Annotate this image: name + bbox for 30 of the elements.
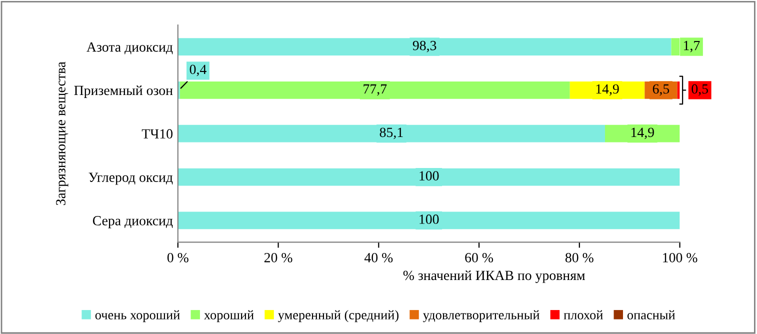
data-label: 0,4 — [190, 64, 206, 76]
x-tick-label: 20 % — [264, 252, 292, 262]
legend-label: плохой — [564, 310, 603, 320]
y-tick-label: Азота диоксид — [86, 42, 173, 54]
legend-label: очень хороший — [95, 310, 180, 322]
data-label: 14,9 — [631, 128, 654, 140]
y-axis-title: Загрязняющие вещества — [56, 62, 68, 206]
data-label: 0,5 — [692, 84, 708, 96]
legend-label: опасный — [627, 310, 676, 320]
y-tick-label: ТЧ10 — [142, 129, 173, 139]
x-tick-label: 80 % — [565, 252, 594, 262]
y-tick-label: Приземный озон — [74, 85, 173, 98]
data-label: 98,3 — [412, 40, 436, 52]
data-label: 14,9 — [596, 84, 619, 96]
y-tick-label: Сера диоксид — [92, 216, 173, 228]
data-label: 100 — [420, 171, 439, 180]
data-label: 77,7 — [364, 84, 387, 96]
data-label: 1,7 — [684, 40, 700, 52]
data-label: 6,5 — [652, 84, 670, 96]
x-tick-label: 40 % — [364, 252, 393, 262]
x-tick-label: 100 % — [663, 252, 698, 262]
x-tick-label: 60 % — [465, 252, 494, 262]
data-label: 85,1 — [380, 128, 403, 140]
data-label: 100 — [420, 214, 439, 224]
y-tick-label: Углерод оксид — [88, 172, 173, 185]
legend-label: умеренный (средний) — [278, 310, 398, 322]
legend-label: удовлетворительный — [422, 310, 540, 322]
legend-label: хороший — [204, 310, 254, 322]
x-axis-title: % значений ИКАВ по уровням — [403, 270, 585, 283]
x-tick-label: 0 % — [167, 252, 188, 262]
